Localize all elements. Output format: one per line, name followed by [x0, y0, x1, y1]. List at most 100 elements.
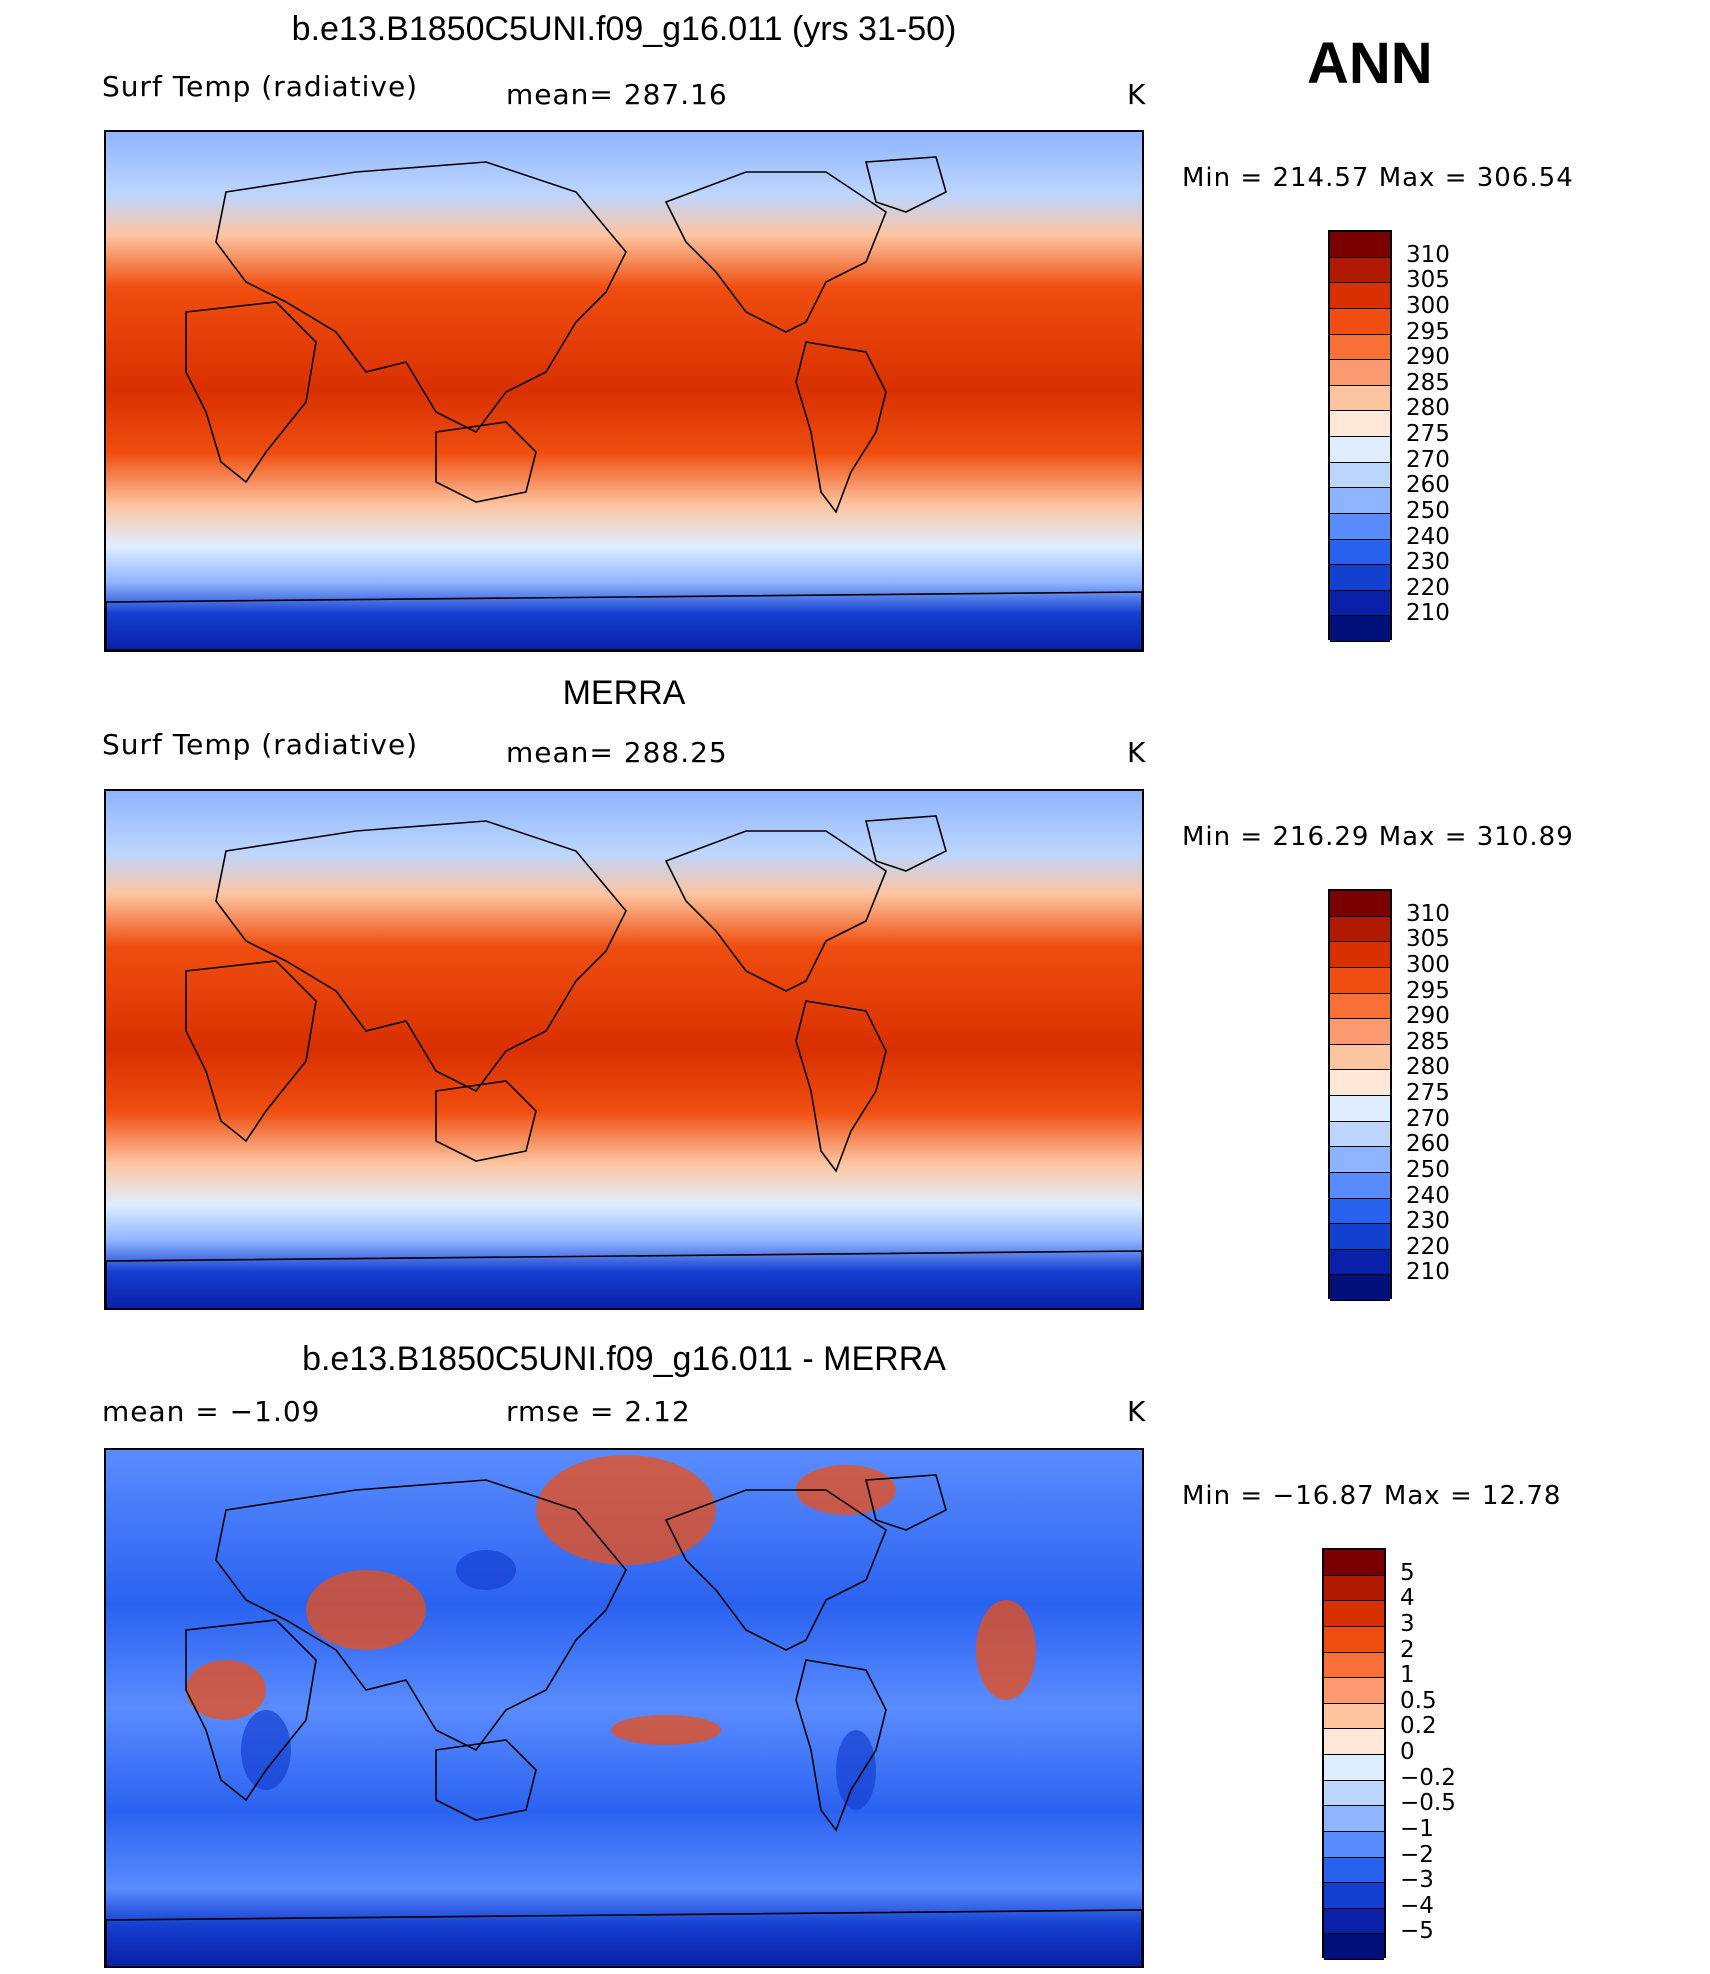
panel-1-map [104, 130, 1144, 652]
colorbar-swatch [1330, 437, 1390, 463]
panel-1-minmax: Min = 214.57 Max = 306.54 [1182, 163, 1574, 193]
colorbar-label: 275 [1406, 421, 1450, 447]
colorbar-swatch [1330, 942, 1390, 968]
colorbar-label: 220 [1406, 574, 1450, 601]
panel-3-rmse: rmse = 2.12 [506, 1395, 691, 1428]
colorbar-swatch [1324, 1780, 1384, 1807]
colorbar-swatch [1330, 1224, 1390, 1250]
colorbar-label: 2 [1400, 1636, 1415, 1663]
colorbar-swatch [1324, 1883, 1384, 1909]
colorbar-label: 290 [1406, 1003, 1450, 1030]
colorbar-label: 280 [1406, 395, 1450, 422]
colorbar-label: 305 [1406, 926, 1450, 953]
colorbar-swatch [1330, 916, 1390, 943]
panel-1-mean: mean= 287.16 [506, 78, 728, 111]
colorbar-swatch [1330, 462, 1390, 489]
panel-3-colorbar: 5 4 3 2 1 0.5 0.2 0 −0.2 −0.5 −1 −2 −3 −4 −5 [1322, 1548, 1456, 1960]
colorbar-swatch [1330, 385, 1390, 412]
colorbar-label: 260 [1406, 1131, 1450, 1158]
colorbar-label: 250 [1406, 1156, 1450, 1183]
colorbar-label: 280 [1406, 1054, 1450, 1081]
colorbar-box [1322, 1548, 1386, 1960]
colorbar-swatch [1330, 232, 1390, 258]
colorbar-label: 1 [1400, 1662, 1415, 1689]
colorbar-swatch [1324, 1755, 1384, 1781]
colorbar-swatch [1330, 1121, 1390, 1148]
colorbar-label: 240 [1406, 523, 1450, 550]
colorbar-label: 270 [1406, 446, 1450, 473]
panel-2-title: MERRA [562, 674, 686, 712]
colorbar-label: 240 [1406, 1182, 1450, 1209]
colorbar-swatch [1330, 590, 1390, 617]
colorbar-label: −2 [1400, 1841, 1434, 1868]
colorbar-swatch [1324, 1703, 1384, 1730]
colorbar-swatch [1324, 1831, 1384, 1858]
colorbar-label: −3 [1400, 1867, 1434, 1894]
panel-2-minmax: Min = 216.29 Max = 310.89 [1182, 822, 1574, 852]
colorbar-swatch [1324, 1806, 1384, 1832]
colorbar-label: 3 [1400, 1610, 1415, 1637]
colorbar-label: 270 [1406, 1105, 1450, 1132]
colorbar-swatch [1324, 1934, 1384, 1960]
colorbar-swatch [1324, 1729, 1384, 1755]
panel-1-units: K [1127, 78, 1147, 111]
colorbar-swatch [1330, 1198, 1390, 1225]
colorbar-swatch [1330, 411, 1390, 437]
colorbar-label: 0 [1400, 1739, 1415, 1765]
colorbar-label: 4 [1400, 1585, 1415, 1612]
colorbar-label: −1 [1400, 1815, 1434, 1842]
colorbar-swatch [1330, 565, 1390, 591]
panel-2-units: K [1127, 736, 1147, 769]
colorbar-swatch [1330, 283, 1390, 309]
colorbar-label: 0.5 [1400, 1687, 1437, 1714]
colorbar-label: 220 [1406, 1233, 1450, 1260]
panel-2-colorbar: 310 305 300 295 290 285 280 275 270 260 250 240 230 2… [1328, 889, 1450, 1301]
colorbar-swatch [1324, 1575, 1384, 1602]
panel-3-map [104, 1448, 1144, 1968]
colorbar-label: −0.5 [1400, 1790, 1456, 1817]
colorbar-swatch [1330, 1070, 1390, 1096]
colorbar-swatch [1330, 1172, 1390, 1199]
panel-3-units: K [1127, 1395, 1147, 1428]
panel-3-minmax: Min = −16.87 Max = 12.78 [1182, 1481, 1562, 1511]
colorbar-box [1328, 889, 1392, 1301]
colorbar-swatch [1330, 993, 1390, 1020]
colorbar-swatch [1324, 1626, 1384, 1653]
colorbar-label: 305 [1406, 267, 1450, 294]
colorbar-swatch [1330, 1249, 1390, 1276]
colorbar-swatch [1330, 1147, 1390, 1173]
colorbar-swatch [1324, 1652, 1384, 1679]
panel-3-title: b.e13.B1850C5UNI.f09_g16.011 - MERRA [302, 1340, 946, 1378]
colorbar-label: 285 [1406, 1028, 1450, 1055]
colorbar-label: 300 [1406, 951, 1450, 978]
colorbar-swatch [1324, 1678, 1384, 1704]
colorbar-swatch [1330, 539, 1390, 566]
colorbar-label: 310 [1406, 900, 1450, 927]
colorbar-label: 290 [1406, 344, 1450, 371]
colorbar-swatch [1330, 616, 1390, 642]
colorbar-swatch [1330, 1275, 1390, 1301]
colorbar-swatch [1330, 891, 1390, 917]
colorbar-label: −4 [1400, 1892, 1434, 1919]
colorbar-box [1328, 230, 1392, 642]
colorbar-label: 285 [1406, 369, 1450, 396]
colorbar-label: 250 [1406, 497, 1450, 524]
panel-2-variable: Surf Temp (radiative) [102, 728, 419, 761]
colorbar-label: 210 [1406, 600, 1450, 627]
colorbar-swatch [1330, 308, 1390, 335]
colorbar-label: −0.2 [1400, 1764, 1456, 1791]
colorbar-swatch [1330, 513, 1390, 540]
colorbar-swatch [1324, 1550, 1384, 1576]
colorbar-label: 260 [1406, 472, 1450, 499]
colorbar-label: 0.2 [1400, 1713, 1437, 1740]
colorbar-swatch [1330, 967, 1390, 994]
panel-3-mean: mean = −1.09 [102, 1395, 321, 1428]
colorbar-label: 295 [1406, 977, 1450, 1004]
panel-1-title: b.e13.B1850C5UNI.f09_g16.011 (yrs 31-50) [291, 10, 957, 48]
colorbar-swatch [1330, 488, 1390, 514]
colorbar-swatch [1330, 1096, 1390, 1122]
colorbar-swatch [1330, 334, 1390, 361]
colorbar-label: 295 [1406, 318, 1450, 345]
season-label: ANN [1307, 31, 1433, 96]
panel-2-map [104, 789, 1144, 1310]
